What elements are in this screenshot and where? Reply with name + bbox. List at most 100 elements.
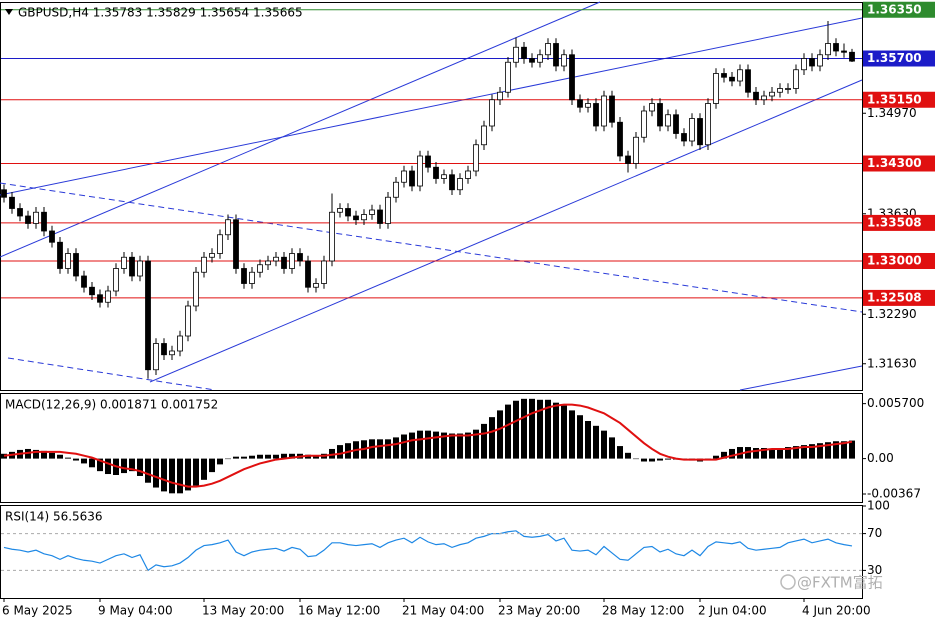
candle-body [849, 51, 855, 62]
macd-bar [313, 455, 319, 459]
macd-bar [201, 458, 207, 480]
macd-bar [369, 439, 375, 459]
macd-bar [489, 417, 495, 459]
rsi-frame [0, 505, 863, 599]
macd-bar [577, 415, 583, 459]
candle-body [225, 219, 231, 236]
candle-body [1, 189, 7, 198]
macd-bar [233, 456, 239, 459]
candle-body [249, 271, 255, 284]
level-label: 1.32508 [867, 290, 922, 304]
macd-bar [241, 456, 247, 459]
candle-body [337, 208, 343, 213]
y-tick-label: 70 [867, 526, 882, 540]
candle-body [145, 260, 151, 371]
macd-bar [137, 458, 143, 476]
channel-line [7, 357, 216, 391]
candle-body [297, 253, 303, 262]
macd-bar [833, 441, 839, 459]
candle-body [265, 260, 271, 266]
macd-bar [585, 421, 591, 459]
candle-body [705, 103, 711, 146]
x-tick-label: 13 May 20:00 [202, 604, 284, 618]
macd-bar [601, 430, 607, 459]
menu-arrow [5, 9, 13, 15]
candle-body [313, 283, 319, 288]
candle-body [41, 211, 47, 232]
candle-body [769, 91, 775, 97]
y-tick-label: 0.00 [867, 451, 894, 465]
macd-bar [769, 448, 775, 459]
macd-bar [209, 458, 215, 473]
macd-bar [185, 458, 191, 491]
y-tick-label: 1.32290 [867, 307, 917, 321]
macd-bar [785, 447, 791, 459]
macd-bar [561, 405, 567, 459]
x-tick-label: 28 May 12:00 [602, 604, 684, 618]
macd-bar [537, 399, 543, 459]
candle-body [369, 209, 375, 215]
candle-body [153, 343, 159, 371]
level-label: 1.36350 [867, 2, 922, 16]
y-tick-label: -0.00367 [867, 486, 921, 500]
candle-body [529, 58, 535, 63]
candle-body [305, 260, 311, 288]
candle-body [137, 260, 143, 277]
macd-bar [393, 437, 399, 459]
candle-body [73, 253, 79, 277]
macd-bar [417, 430, 423, 459]
macd-bar [145, 458, 151, 483]
channel-line [0, 182, 863, 313]
candle-body [841, 50, 847, 53]
candle-body [833, 43, 839, 52]
candle-body [553, 43, 559, 67]
macd-bar [665, 458, 671, 460]
channel-line [149, 79, 863, 383]
candle-body [233, 219, 239, 269]
candle-body [425, 155, 431, 168]
candle-body [345, 208, 351, 217]
candle-body [721, 73, 727, 78]
candle-body [441, 174, 447, 179]
macd-bar [41, 450, 47, 459]
macd-frame [0, 393, 863, 503]
level-label: 1.35150 [867, 92, 922, 106]
candle-body [617, 121, 623, 157]
macd-bar [473, 429, 479, 459]
macd-bar [521, 398, 527, 459]
candle-body [625, 155, 631, 164]
macd-bar [121, 458, 127, 474]
macd-bar [513, 400, 519, 459]
candle-body [681, 133, 687, 142]
macd-bar [609, 437, 615, 459]
level-label: 1.33508 [867, 215, 922, 229]
macd-bar [193, 458, 199, 486]
channel-line [739, 365, 863, 391]
level-label: 1.34300 [867, 156, 922, 170]
macd-bar [281, 453, 287, 459]
macd-bar [257, 454, 263, 459]
candle-body [577, 99, 583, 108]
candle-body [193, 271, 199, 307]
candle-body [609, 95, 615, 123]
candle-body [657, 103, 663, 127]
candle-body [289, 253, 295, 269]
macd-bar [553, 402, 559, 459]
macd-bar [801, 445, 807, 459]
candle-body [49, 230, 55, 243]
candle-body [81, 275, 87, 288]
candle-body [257, 264, 263, 273]
candle-body [689, 118, 695, 142]
macd-bar [97, 458, 103, 472]
macd-bar [73, 458, 79, 461]
macd-bar [761, 448, 767, 459]
candle-body [465, 170, 471, 179]
candle-body [809, 58, 815, 67]
candle-body [753, 91, 759, 101]
macd-bar [401, 434, 407, 459]
candle-body [417, 155, 423, 187]
candle-body [9, 196, 15, 209]
candle-body [161, 343, 167, 356]
candle-body [201, 256, 207, 273]
